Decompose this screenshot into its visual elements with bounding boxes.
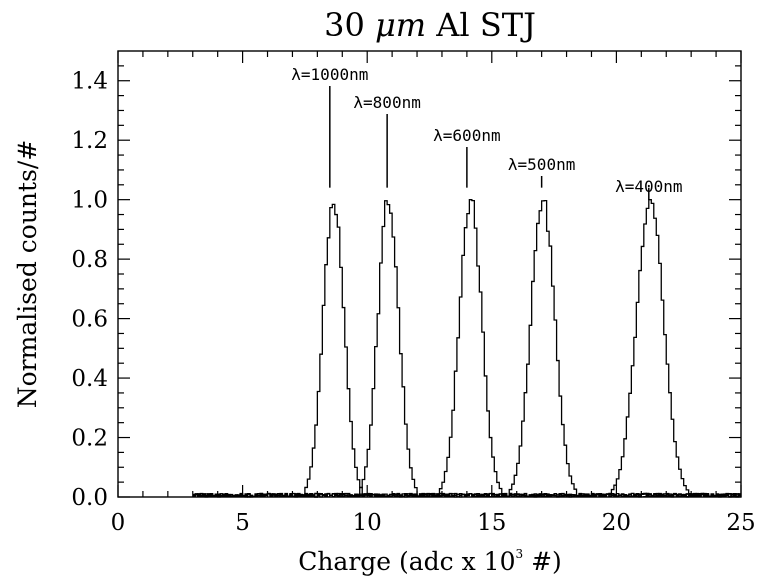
y-tick-label: 0.8 <box>71 247 108 273</box>
x-tick-label: 20 <box>602 510 631 536</box>
y-tick-label: 0.2 <box>71 426 108 452</box>
x-tick-label: 10 <box>353 510 382 536</box>
title-part-2: μm <box>375 6 426 44</box>
annotation-label: λ=500nm <box>508 155 575 174</box>
annotation-layer: λ=1000nm λ=800nm λ=600nm λ=500nm λ=400nm <box>291 65 683 200</box>
y-tick-label: 1.0 <box>71 188 108 214</box>
plot-frame <box>117 50 742 498</box>
y-tick-label: 0.6 <box>71 307 108 333</box>
annotation-label: λ=1000nm <box>291 65 368 84</box>
x-axis-label: Charge (adc x 103 #) <box>298 547 562 576</box>
title-part-1: 30 <box>324 6 375 44</box>
annotation-label: λ=800nm <box>353 93 420 112</box>
y-tick-label: 0.4 <box>71 366 108 392</box>
y-tick-label: 1.2 <box>71 128 108 154</box>
x-axis-label-superscript: 3 <box>516 547 524 561</box>
x-tick-label: 5 <box>235 510 250 536</box>
chart-title: 30 μm Al STJ <box>324 6 536 44</box>
y-tick-label: 1.4 <box>71 69 108 95</box>
annotation-label: λ=400nm <box>615 177 682 196</box>
x-axis-label-part-3: #) <box>523 547 562 576</box>
histogram-series-5 <box>192 199 741 498</box>
series-layer <box>192 199 741 498</box>
x-tick-label: 25 <box>726 510 755 536</box>
x-axis-label-part-1: Charge (adc x 10 <box>298 547 515 576</box>
x-tick-label: 0 <box>111 510 126 536</box>
x-tick-label: 15 <box>477 510 506 536</box>
title-part-3: Al STJ <box>426 6 536 44</box>
y-axis-label: Normalised counts/# <box>13 140 42 409</box>
y-tick-label: 0.0 <box>71 485 108 511</box>
annotation-label: λ=600nm <box>433 126 500 145</box>
axis-ticks: 0 5 10 15 20 25 0.0 0.2 0.4 0.6 0.8 1.0 1.2 1.4 <box>71 51 756 536</box>
